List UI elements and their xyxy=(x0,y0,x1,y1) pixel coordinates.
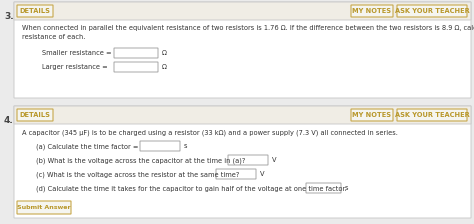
FancyBboxPatch shape xyxy=(17,109,53,121)
Text: resistance of each.: resistance of each. xyxy=(22,34,85,40)
Text: MY NOTES: MY NOTES xyxy=(353,112,392,118)
Text: DETAILS: DETAILS xyxy=(19,112,50,118)
FancyBboxPatch shape xyxy=(306,183,341,193)
Text: (d) Calculate the time it takes for the capacitor to gain half of the voltage at: (d) Calculate the time it takes for the … xyxy=(36,185,347,192)
FancyBboxPatch shape xyxy=(228,155,268,165)
FancyBboxPatch shape xyxy=(114,62,158,72)
FancyBboxPatch shape xyxy=(140,141,180,151)
FancyBboxPatch shape xyxy=(397,5,467,17)
Text: 3.: 3. xyxy=(4,12,14,21)
Text: ASK YOUR TEACHER: ASK YOUR TEACHER xyxy=(395,8,469,14)
Text: 4.: 4. xyxy=(4,116,14,125)
Text: Smaller resistance =: Smaller resistance = xyxy=(42,50,111,56)
FancyBboxPatch shape xyxy=(14,106,471,124)
FancyBboxPatch shape xyxy=(17,5,53,17)
Text: A capacitor (345 μF) is to be charged using a resistor (33 kΩ) and a power suppl: A capacitor (345 μF) is to be charged us… xyxy=(22,129,398,136)
Text: V: V xyxy=(260,171,264,177)
FancyBboxPatch shape xyxy=(397,109,467,121)
Text: Larger resistance =: Larger resistance = xyxy=(42,64,108,70)
Text: DETAILS: DETAILS xyxy=(19,8,50,14)
Text: Submit Answer: Submit Answer xyxy=(17,205,71,210)
Text: V: V xyxy=(272,157,276,163)
Text: When connected in parallel the equivalent resistance of two resistors is 1.76 Ω.: When connected in parallel the equivalen… xyxy=(22,25,474,31)
Text: (c) What is the voltage across the resistor at the same time?: (c) What is the voltage across the resis… xyxy=(36,171,239,177)
FancyBboxPatch shape xyxy=(351,109,393,121)
Text: MY NOTES: MY NOTES xyxy=(353,8,392,14)
Text: Ω: Ω xyxy=(162,64,167,70)
FancyBboxPatch shape xyxy=(216,169,256,179)
Text: s: s xyxy=(345,185,348,191)
FancyBboxPatch shape xyxy=(14,2,471,20)
FancyBboxPatch shape xyxy=(17,201,71,214)
Text: ASK YOUR TEACHER: ASK YOUR TEACHER xyxy=(395,112,469,118)
Text: (b) What is the voltage across the capacitor at the time in (a)?: (b) What is the voltage across the capac… xyxy=(36,157,246,164)
FancyBboxPatch shape xyxy=(14,106,471,218)
Text: s: s xyxy=(184,143,188,149)
Text: Ω: Ω xyxy=(162,50,167,56)
Text: (a) Calculate the time factor =: (a) Calculate the time factor = xyxy=(36,143,138,149)
FancyBboxPatch shape xyxy=(14,2,471,98)
FancyBboxPatch shape xyxy=(351,5,393,17)
FancyBboxPatch shape xyxy=(114,48,158,58)
